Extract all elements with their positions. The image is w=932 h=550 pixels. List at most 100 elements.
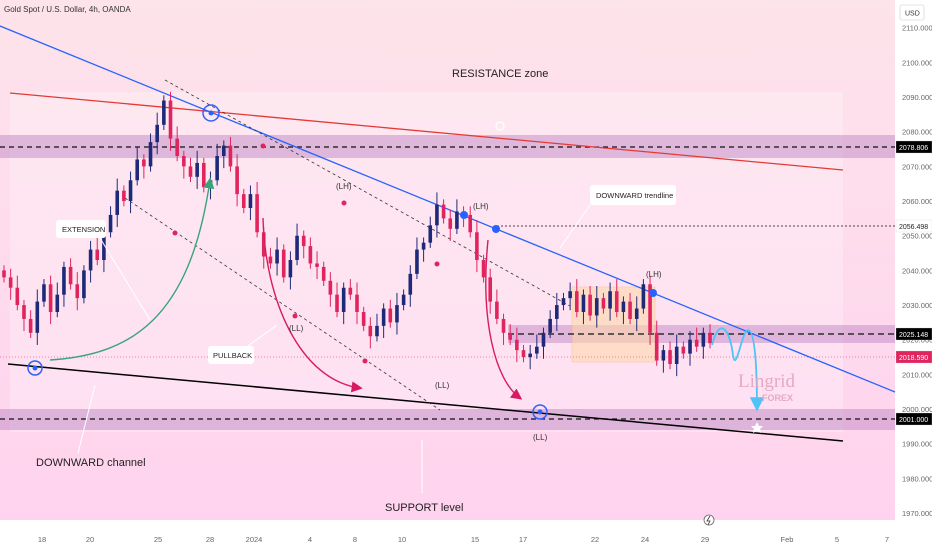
candle-body [95, 249, 100, 260]
candle-body [408, 273, 413, 295]
candle-body [221, 145, 226, 156]
candle-body [195, 162, 199, 177]
candle-body [75, 284, 80, 299]
price-tag-label: 2001.000 [899, 417, 928, 424]
candle-body [495, 301, 499, 319]
price-tag-box [895, 327, 932, 341]
candle-body [42, 284, 46, 302]
projection-path [711, 327, 765, 412]
candle-body [501, 318, 506, 333]
candle-body [648, 284, 652, 333]
price-tag-label: 2025.148 [899, 332, 928, 339]
pullback-callout-line [244, 324, 278, 349]
candle-body [375, 325, 379, 337]
pullback-arrow-2 [485, 239, 523, 400]
candle-body [175, 138, 179, 156]
candle-body [335, 294, 339, 312]
candle-body [614, 291, 619, 312]
candle-body [15, 287, 20, 306]
x-tick-label: 17 [519, 535, 527, 544]
channel-inner-line-1 [164, 79, 571, 307]
y-tick-label: 2060.000 [902, 197, 932, 206]
candle-body [62, 266, 66, 295]
candle-body [2, 270, 6, 278]
candle-body [135, 159, 140, 181]
candle-body [528, 353, 532, 358]
lightning-icon [703, 514, 715, 526]
candle-body [102, 232, 106, 260]
currency-box [899, 4, 925, 21]
candle-body [608, 291, 612, 309]
candle-body [162, 100, 166, 125]
x-tick-label: 10 [398, 535, 406, 544]
pivot-dot-b [260, 143, 266, 149]
ll-label-3: (LL) [533, 433, 548, 442]
candle-body [142, 159, 146, 167]
price-tag-box [895, 219, 932, 233]
candle-body [568, 291, 572, 299]
y-tick-label: 2080.000 [902, 128, 932, 137]
candle-body [674, 346, 679, 364]
candle-body [708, 332, 712, 344]
candle-body [654, 332, 659, 361]
pivot-dot-a [172, 230, 178, 236]
candle-body [301, 235, 306, 247]
candle-body [88, 249, 93, 271]
candle-body [168, 100, 173, 139]
lh-label-3: (LH) [646, 270, 662, 279]
pullback-label-box [208, 346, 254, 364]
candle-body [681, 346, 686, 354]
dashed-levels [0, 146, 895, 420]
candle-body [295, 235, 299, 260]
swing-low-dot-1 [32, 365, 38, 371]
candle-body [315, 263, 319, 267]
chart-title: Gold Spot / U.S. Dollar, 4h, OANDA [4, 5, 131, 14]
trendline-label: DOWNWARD trendline [596, 191, 673, 200]
candle-body [275, 249, 279, 264]
candle-body [515, 339, 519, 351]
candle-body [581, 294, 586, 312]
candle-body [288, 260, 293, 278]
swing-low-circle-2 [532, 404, 548, 420]
candle-body [241, 194, 246, 208]
candle-body [481, 260, 486, 278]
candle-body [621, 301, 626, 312]
candle-body [488, 277, 493, 302]
swing-high-dot [208, 110, 214, 116]
pullback-label: PULLBACK [213, 351, 252, 360]
candle-body [8, 277, 13, 288]
candle-body [368, 325, 373, 337]
candle-body [574, 291, 579, 312]
candle-body [68, 266, 73, 285]
extension-label: EXTENSION [62, 225, 105, 234]
x-tick-label: 20 [86, 535, 94, 544]
candle-body [594, 298, 599, 316]
candle-body [601, 298, 606, 309]
price-axis-background [895, 0, 932, 520]
candle-body [308, 246, 313, 264]
x-tick-label: 29 [701, 535, 709, 544]
candle-body [328, 280, 333, 295]
candle-body [508, 332, 512, 340]
channel-callout-line [77, 384, 96, 454]
price-tag-label: 2078.806 [899, 145, 928, 152]
candle-body [202, 162, 206, 188]
candle-body [701, 332, 706, 347]
ll-label-1: (LL) [289, 324, 304, 333]
candle-body [261, 232, 266, 257]
trendline-label-box [590, 185, 676, 205]
candle-body [468, 214, 473, 233]
candle-body [55, 294, 60, 312]
y-tick-label: 2070.000 [902, 162, 932, 171]
pullback-arrow-1 [262, 217, 363, 393]
candle-body [28, 318, 33, 333]
y-tick-label: 2030.000 [902, 301, 932, 310]
x-tick-label: 15 [471, 535, 479, 544]
candle-body [155, 124, 159, 143]
candle-body [148, 142, 153, 167]
candle-body [441, 204, 446, 219]
candle-body [548, 318, 552, 333]
candle-body [248, 194, 253, 208]
y-tick-label: 2010.000 [902, 370, 932, 379]
y-tick-label: 2040.000 [902, 266, 932, 275]
